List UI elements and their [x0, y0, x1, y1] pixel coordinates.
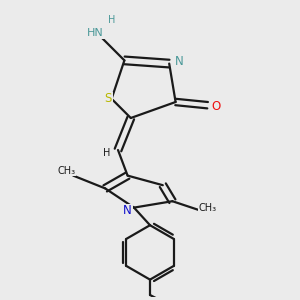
Text: HN: HN — [87, 28, 104, 38]
Text: H: H — [108, 15, 115, 26]
Text: S: S — [105, 92, 112, 105]
Text: H: H — [103, 148, 110, 158]
Text: CH₃: CH₃ — [58, 166, 76, 176]
Text: N: N — [123, 204, 132, 217]
Text: CH₃: CH₃ — [199, 202, 217, 213]
Text: O: O — [211, 100, 220, 113]
Text: N: N — [174, 56, 183, 68]
